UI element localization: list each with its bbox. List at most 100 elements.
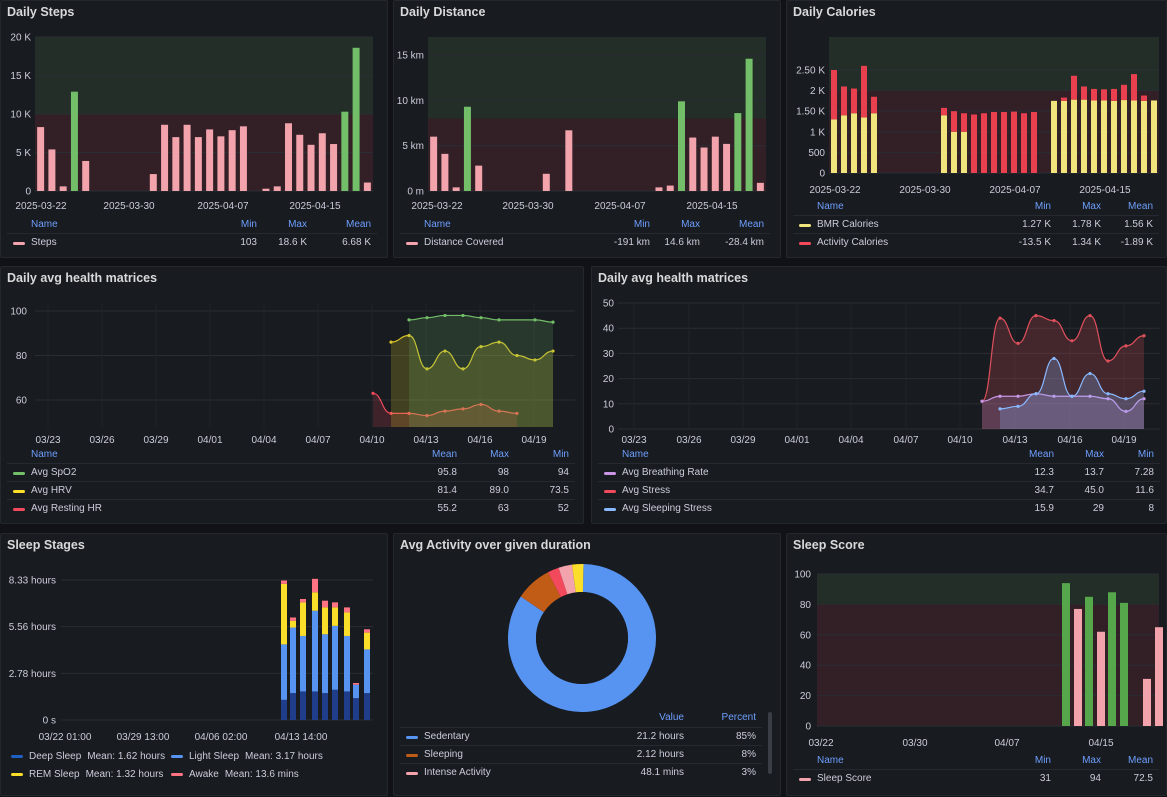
sleep-rem-bar	[300, 602, 306, 636]
sleep-legend-item[interactable]: Deep Sleep Mean: 1.62 hours	[11, 751, 165, 762]
bar	[285, 123, 292, 191]
legend-col-name[interactable]: Name	[817, 201, 844, 212]
legend-row[interactable]: Avg Resting HR 52 63 55.2	[7, 499, 575, 518]
legend-mean: Mean: 3.17 hours	[245, 751, 323, 762]
legend-row[interactable]: Avg Stress 11.6 45.0 34.7	[598, 481, 1160, 500]
sleep-legend-item[interactable]: Awake Mean: 13.6 mins	[171, 769, 299, 780]
bmr-bar	[1121, 100, 1127, 173]
sleep-light-bar	[344, 635, 350, 692]
sstress-point	[1088, 371, 1092, 376]
legend-header: Value Percent	[400, 710, 762, 726]
health2-title[interactable]: Daily avg health matrices	[598, 271, 749, 285]
bar	[745, 58, 753, 191]
sleep-title[interactable]: Sleep Stages	[7, 538, 85, 552]
legend-col-value[interactable]: Value	[659, 712, 684, 723]
legend-col-mean[interactable]: Mean	[1127, 201, 1153, 212]
spo2-area	[409, 315, 553, 427]
legend-col-mean[interactable]: Mean	[1127, 755, 1153, 766]
x-tick-label: 04/13	[1002, 435, 1027, 446]
sleep-legend-item[interactable]: REM Sleep Mean: 1.32 hours	[11, 769, 163, 780]
bmr-bar	[1051, 100, 1057, 173]
legend-row[interactable]: Avg HRV 73.5 89.0 81.4	[7, 481, 575, 500]
calories-panel: Daily Calories 2.50 K 2 K 1.50 K 1 K 500 0 202…	[786, 0, 1167, 258]
legend-col-max[interactable]: Max	[288, 219, 307, 230]
sleep-legend-item[interactable]: Light Sleep Mean: 3.17 hours	[171, 751, 323, 762]
legend-col-max[interactable]: Max	[490, 449, 509, 460]
score-bar	[1143, 678, 1151, 726]
activity-legend: Value Percent Sedentary 21.2 hours 85% Sleepi…	[400, 710, 762, 790]
legend-col-mean[interactable]: Mean	[431, 449, 457, 460]
threshold-good-band	[817, 574, 1159, 605]
activity-bar	[1111, 88, 1117, 101]
calories-title[interactable]: Daily Calories	[793, 5, 876, 19]
legend-value: 98	[497, 467, 509, 478]
bar	[59, 186, 67, 191]
activity-title[interactable]: Avg Activity over given duration	[400, 538, 591, 552]
legend-col-max[interactable]: Max	[1082, 755, 1101, 766]
legend-swatch	[171, 754, 183, 758]
steps-title[interactable]: Daily Steps	[7, 5, 75, 19]
legend-col-min[interactable]: Min	[552, 449, 569, 460]
spo2-point	[425, 316, 429, 320]
legend-row[interactable]: Avg SpO2 94 98 95.8	[7, 463, 575, 482]
legend-col-mean[interactable]: Mean	[1028, 449, 1054, 460]
activity-bar	[861, 65, 867, 118]
hrv-point	[533, 358, 537, 362]
legend-col-min[interactable]: Min	[633, 219, 650, 230]
legend-col-min[interactable]: Min	[1034, 201, 1051, 212]
legend-row[interactable]: Intense Activity 48.1 mins 3%	[400, 763, 762, 782]
legend-col-max[interactable]: Max	[1082, 201, 1101, 212]
legend-col-name[interactable]: Name	[31, 219, 58, 230]
bmr-bar	[1061, 100, 1067, 173]
x-tick-label: 2025-04-07	[989, 185, 1041, 196]
stress-point	[1106, 359, 1110, 363]
y-tick-label: 0	[25, 187, 31, 198]
legend-scrollbar[interactable]	[768, 712, 772, 774]
legend-row[interactable]: Sleep Score 72.5 94 31	[793, 769, 1159, 788]
rhr-point	[515, 411, 519, 415]
legend-percent: 3%	[741, 767, 756, 778]
legend-value: 73.5	[549, 485, 569, 496]
legend-value: 72.5	[1133, 773, 1153, 784]
breath-line	[981, 393, 1145, 412]
legend-col-name[interactable]: Name	[622, 449, 649, 460]
legend-swatch	[799, 242, 811, 245]
x-tick-label: 2025-03-30	[103, 201, 155, 212]
legend-col-max[interactable]: Max	[681, 219, 700, 230]
y-tick-label: 20	[603, 374, 615, 385]
legend-col-min[interactable]: Min	[240, 219, 257, 230]
legend-row[interactable]: Sleeping 2.12 hours 8%	[400, 745, 762, 764]
sleep-light-bar	[364, 649, 370, 694]
legend-col-min[interactable]: Min	[1034, 755, 1051, 766]
legend-col-min[interactable]: Min	[1137, 449, 1154, 460]
legend-row[interactable]: Sedentary 21.2 hours 85%	[400, 727, 762, 746]
score-title[interactable]: Sleep Score	[793, 538, 865, 552]
legend-row[interactable]: Activity Calories -1.89 K 1.34 K -13.5 K	[793, 233, 1159, 252]
steps-legend: Name Mean Max Min Steps 6.68 K 18.6 K 103	[7, 217, 377, 257]
legend-col-percent[interactable]: Percent	[721, 712, 756, 723]
x-tick-label: 2025-04-15	[1079, 185, 1131, 196]
y-tick-label: 50	[603, 299, 615, 310]
legend-col-mean[interactable]: Mean	[345, 219, 371, 230]
legend-row[interactable]: BMR Calories 1.56 K 1.78 K 1.27 K	[793, 215, 1159, 234]
legend-swatch	[11, 754, 23, 758]
legend-col-name[interactable]: Name	[817, 755, 844, 766]
legend-row[interactable]: Avg Sleeping Stress 8 29 15.9	[598, 499, 1160, 518]
legend-series-name: Avg SpO2	[31, 467, 77, 478]
legend-row[interactable]: Avg Breathing Rate 7.28 13.7 12.3	[598, 463, 1160, 482]
y-tick-label: 0	[608, 425, 614, 436]
bmr-bar	[1141, 100, 1147, 173]
activity-bar	[1031, 112, 1037, 173]
legend-row[interactable]: Distance Covered -28.4 km 14.6 km -191 km	[400, 233, 770, 252]
legend-col-name[interactable]: Name	[31, 449, 58, 460]
legend-row[interactable]: Steps 6.68 K 18.6 K 103	[7, 233, 377, 252]
bar	[655, 187, 663, 191]
bar	[194, 137, 202, 191]
bmr-bar	[951, 131, 957, 173]
bar	[463, 106, 471, 191]
distance-title[interactable]: Daily Distance	[400, 5, 486, 19]
legend-col-name[interactable]: Name	[424, 219, 451, 230]
legend-col-max[interactable]: Max	[1085, 449, 1104, 460]
legend-col-mean[interactable]: Mean	[738, 219, 764, 230]
health1-title[interactable]: Daily avg health matrices	[7, 271, 158, 285]
